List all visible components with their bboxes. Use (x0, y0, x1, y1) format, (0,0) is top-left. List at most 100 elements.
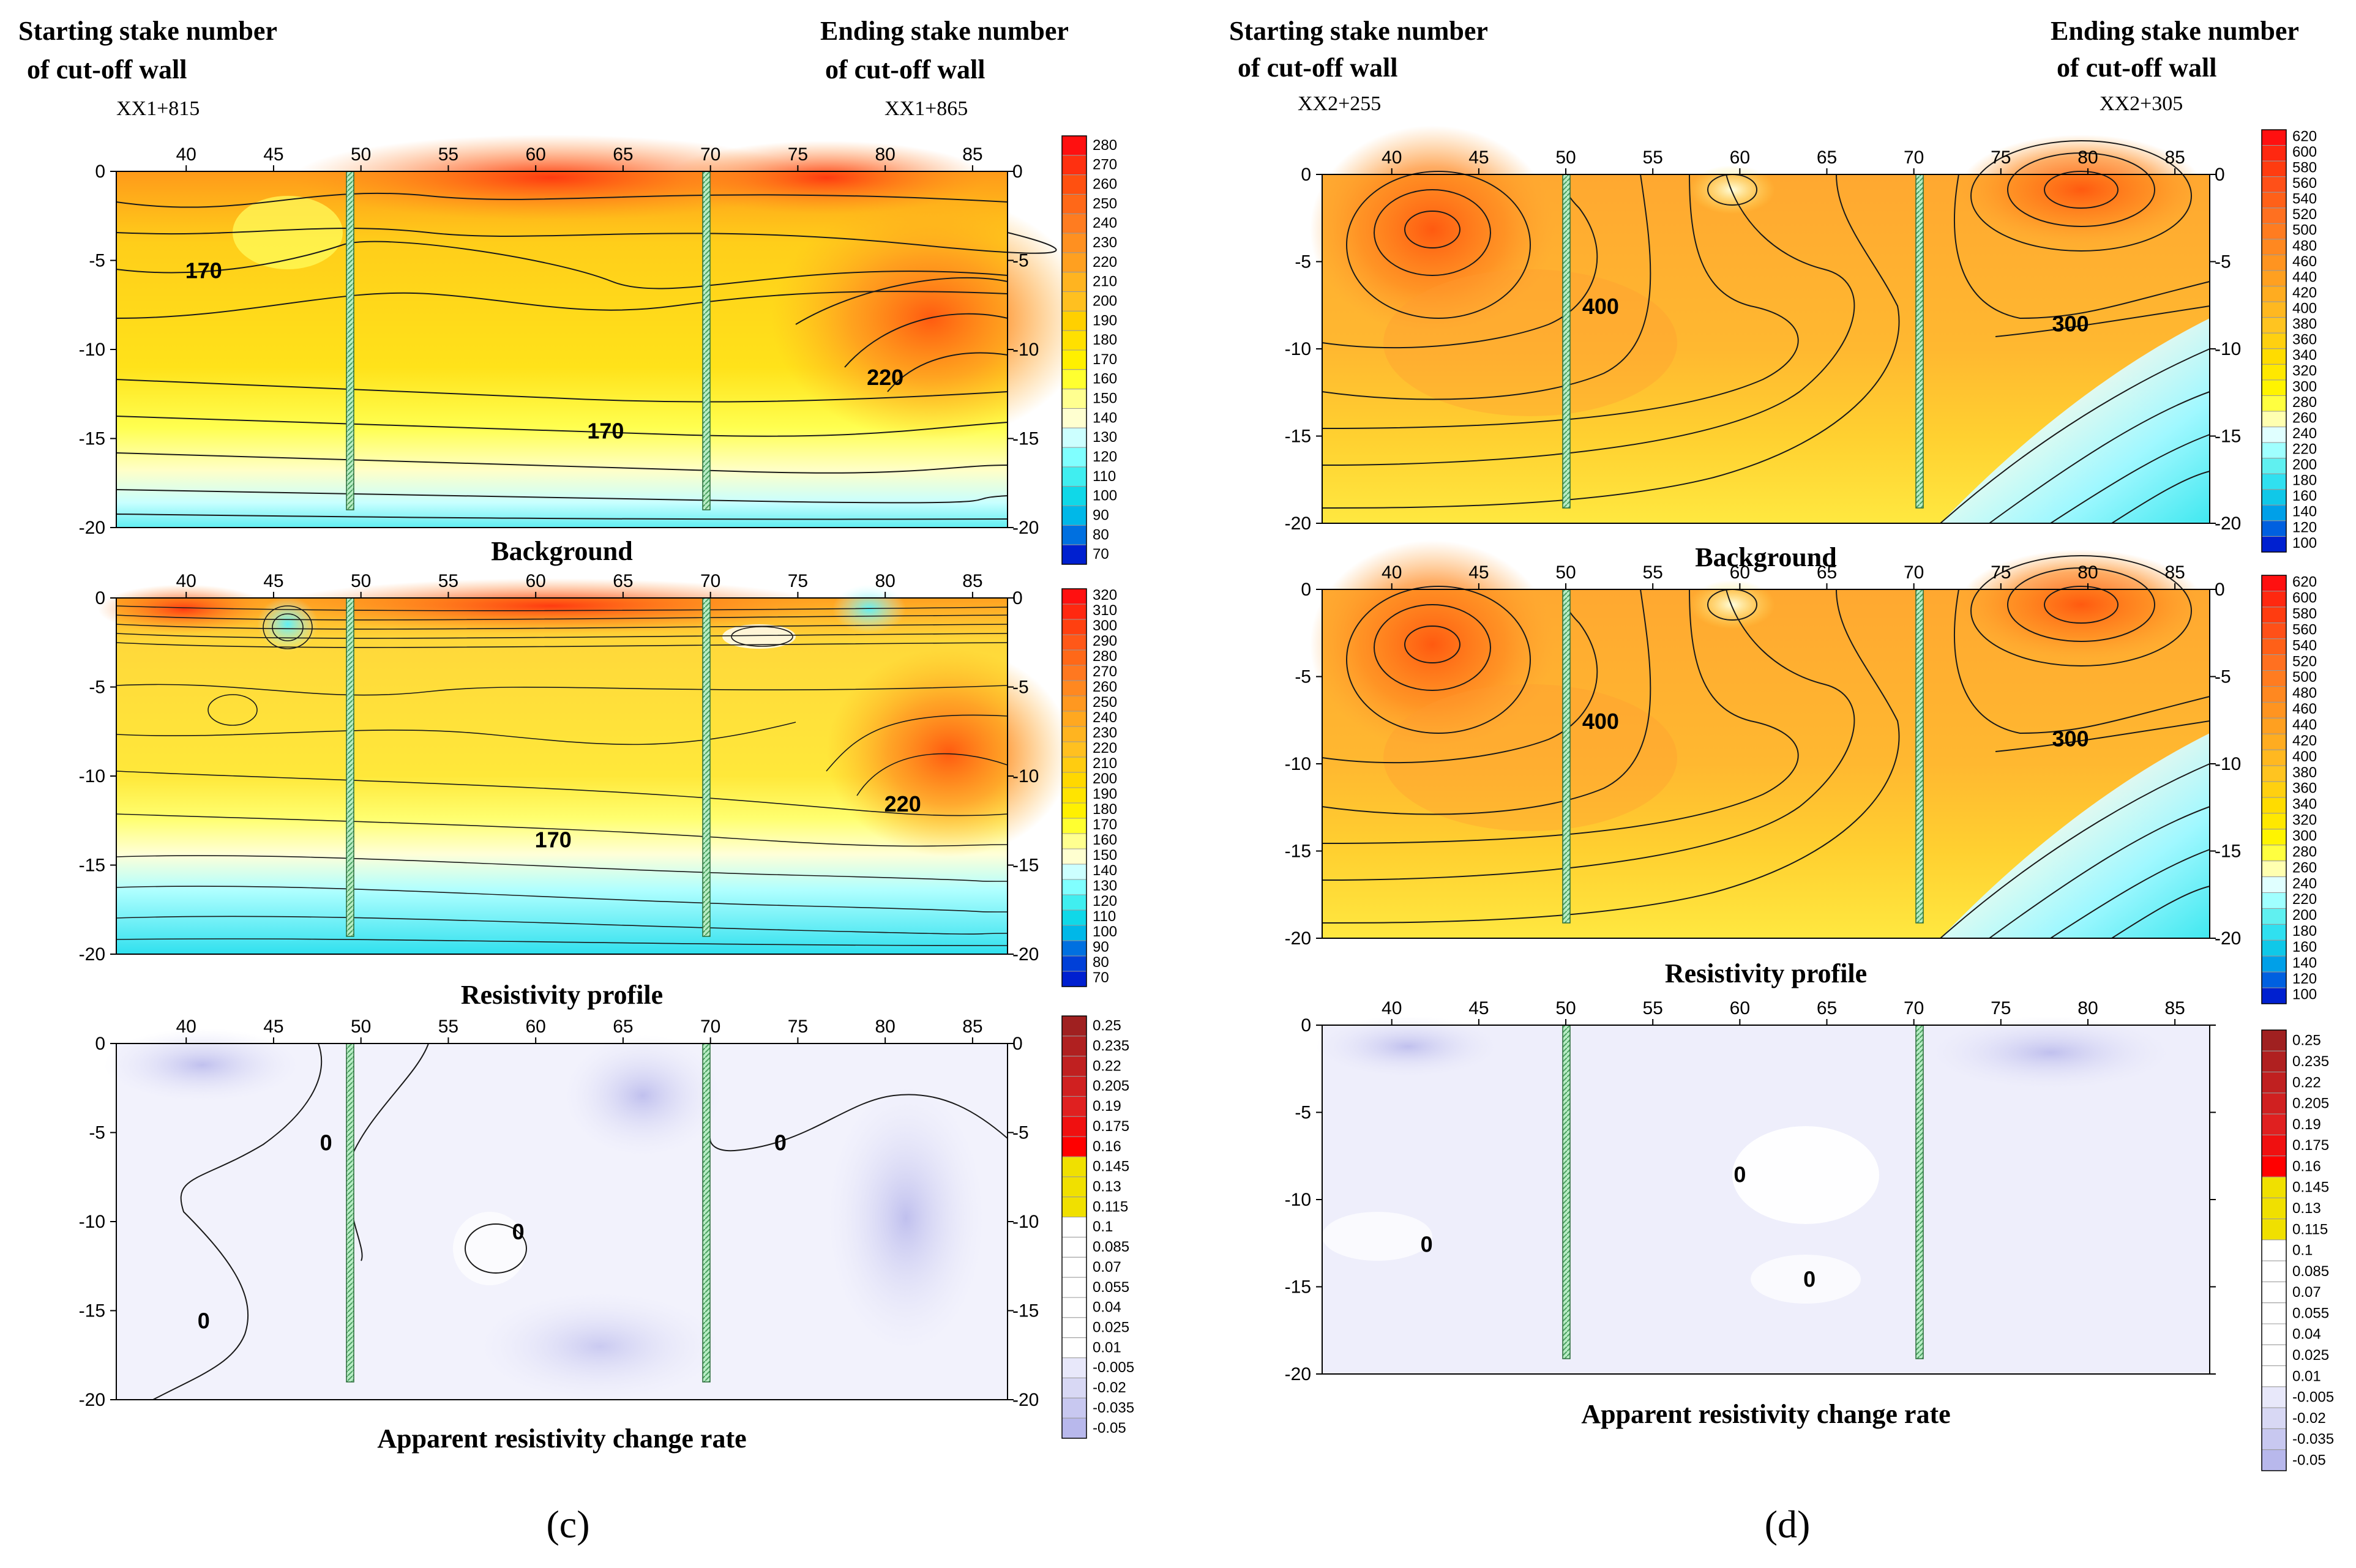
y-tick-label-right: -5 (2215, 252, 2231, 272)
colorbar-tick-label: 480 (2292, 685, 2317, 701)
colorbar-tick-label: 100 (2292, 535, 2317, 551)
colorbar-tick-label: 500 (2292, 669, 2317, 685)
colorbar-tick-label: 300 (1093, 618, 1117, 634)
colorbar-swatch (2261, 955, 2287, 973)
colorbar-tick-label: 520 (2292, 653, 2317, 670)
x-tick-label: 45 (1468, 147, 1489, 168)
contour-label: 0 (320, 1130, 332, 1155)
colorbar-tick-label: 260 (2292, 409, 2317, 426)
colorbar-swatch (1061, 1136, 1087, 1157)
end-header-line1: Ending stake number (820, 16, 1069, 46)
plot-title: Background (491, 536, 633, 566)
plot-c-change-rate (104, 1028, 1008, 1402)
colorbar-tick-label: 290 (1093, 633, 1117, 649)
colorbar-swatch (2261, 348, 2287, 365)
colorbar-tick-label: 560 (2292, 175, 2317, 192)
contour-label: 0 (1421, 1232, 1433, 1257)
x-tick-label: 70 (1904, 562, 1924, 583)
colorbar-swatch (2261, 654, 2287, 671)
colorbar-swatch (1061, 1116, 1087, 1137)
x-tick-label: 45 (1468, 562, 1489, 583)
axes-layer: 40 45 50 55 60 65 70 75 80 85 0 0 -5 -5 -10 -10 -15 -15 -2… (79, 128, 2334, 1471)
colorbar-swatch (1061, 726, 1087, 742)
colorbar-swatch (2261, 254, 2287, 271)
colorbar-swatch (2261, 379, 2287, 396)
colorbar-tick-label: 0.055 (1093, 1279, 1129, 1296)
colorbar-tick-label: 0.13 (2292, 1200, 2321, 1217)
colorbar-swatch (1061, 506, 1087, 526)
x-tick-label: 70 (700, 1017, 720, 1037)
colorbar-swatch (2261, 239, 2287, 255)
y-tick-label: -10 (79, 340, 105, 360)
y-tick-label: 0 (1301, 580, 1311, 600)
colorbar-tick-label: 100 (2292, 987, 2317, 1003)
colorbar-swatch (2261, 207, 2287, 224)
y-tick-label-right: -15 (1012, 429, 1039, 449)
y-tick-label: -5 (89, 678, 105, 698)
colorbar-swatch (1061, 1236, 1087, 1258)
colorbar-tick-label: 620 (2292, 128, 2317, 144)
x-tick-label: 50 (351, 144, 371, 165)
colorbar-tick-label: 620 (2292, 574, 2317, 591)
colorbar-tick-label: 600 (2292, 144, 2317, 160)
colorbar-tick-label: 280 (2292, 394, 2317, 411)
y-tick-label-right: -10 (2215, 754, 2241, 774)
colorbar-swatch (1061, 894, 1087, 911)
y-tick-label-right: 0 (1012, 1034, 1023, 1054)
y-tick-label: -10 (79, 1212, 105, 1232)
colorbar-tick-label: 270 (1093, 663, 1117, 680)
colorbar-swatch (1061, 711, 1087, 727)
colorbar-swatch (2261, 364, 2287, 381)
y-tick-label-right: -20 (1012, 1390, 1039, 1410)
colorbar-swatch (1061, 649, 1087, 666)
colorbar-swatch (2261, 1092, 2287, 1114)
colorbar-swatch (1061, 349, 1087, 370)
x-tick-label: 55 (438, 1017, 458, 1037)
colorbar-tick-label: 0.205 (1093, 1078, 1129, 1094)
colorbar-swatch (1061, 1176, 1087, 1198)
colorbar-swatch (2261, 504, 2287, 521)
colorbar-frame (1061, 135, 1087, 565)
colorbar-tick-label: 0.13 (1093, 1179, 1121, 1195)
y-tick-label: 0 (95, 1034, 105, 1054)
colorbar-swatch (1061, 1317, 1087, 1338)
colorbar-swatch (2261, 270, 2287, 287)
y-tick-label: -10 (1285, 754, 1311, 774)
colorbar-swatch (2261, 908, 2287, 925)
contour-label: 0 (198, 1309, 210, 1334)
colorbar-swatch (1061, 135, 1087, 156)
colorbar-swatch (1061, 665, 1087, 681)
cutoff-wall (1915, 1025, 1924, 1359)
contour-label: 220 (884, 791, 921, 816)
colorbar-tick-label: 500 (2292, 222, 2317, 239)
colorbar-swatch (1061, 1056, 1087, 1077)
x-tick-label: 45 (263, 144, 283, 165)
colorbar-swatch (2261, 1155, 2287, 1178)
contour-label: 170 (535, 827, 572, 852)
y-tick-label-right: -10 (1012, 766, 1039, 786)
colorbar-swatch (1061, 1197, 1087, 1218)
panel-d-header: Starting stake number of cut-off wall XX… (1229, 16, 2299, 115)
plot-title: Background (1695, 542, 1837, 572)
colorbar-swatch (1061, 971, 1087, 987)
start-header-line1: Starting stake number (18, 16, 277, 46)
colorbar-swatch (1061, 741, 1087, 758)
colorbar-tick-label: 160 (1093, 832, 1117, 848)
x-tick-label: 60 (1730, 562, 1750, 583)
end-header-line2: of cut-off wall (825, 54, 985, 84)
colorbar-swatch (1061, 833, 1087, 849)
x-tick-label: 40 (176, 571, 196, 591)
colorbar-tick-label: 0.235 (2292, 1053, 2329, 1070)
x-tick-label: 65 (1817, 562, 1837, 583)
plot-title: Resistivity profile (461, 980, 663, 1010)
colorbar-swatch (2261, 749, 2287, 766)
y-tick-label-right: -15 (1012, 856, 1039, 876)
colorbar-tick-label: 480 (2292, 237, 2317, 254)
contour-label: 0 (1803, 1267, 1816, 1292)
colorbar-swatch (1061, 1417, 1087, 1439)
colorbar-swatch (1061, 818, 1087, 834)
colorbar-swatch (1061, 1036, 1087, 1057)
colorbar-tick-label: 300 (2292, 378, 2317, 395)
colorbar-tick-label: -0.035 (1093, 1400, 1134, 1416)
